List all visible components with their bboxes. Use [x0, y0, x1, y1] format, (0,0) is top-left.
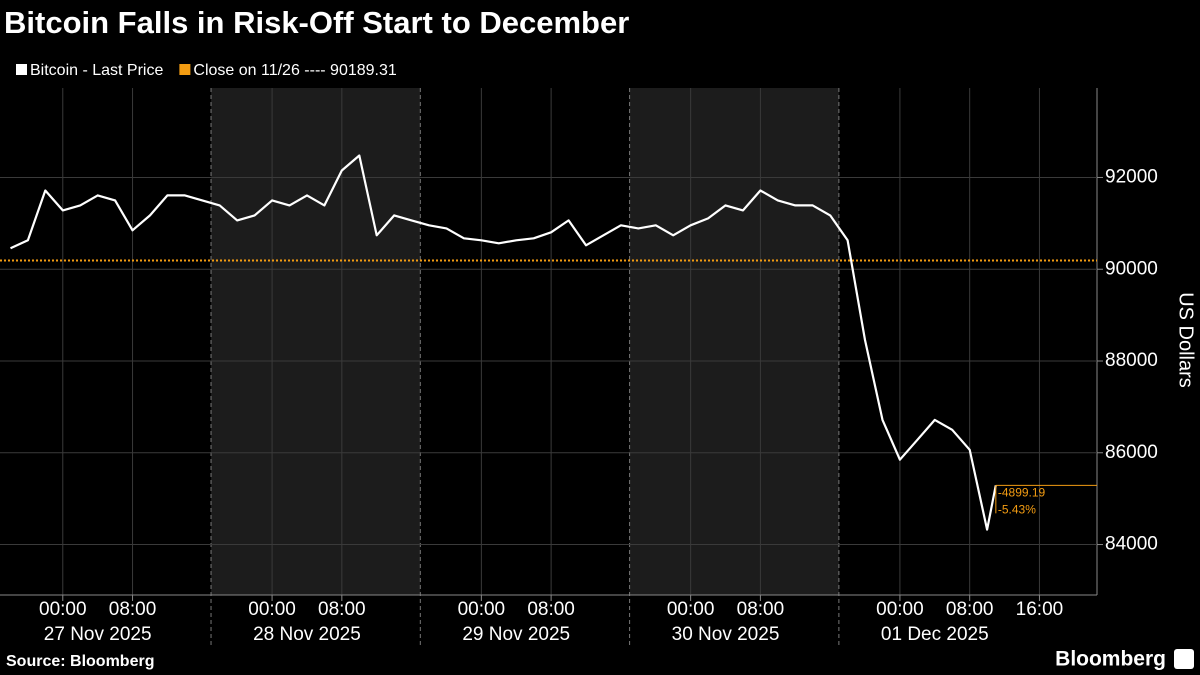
x-tick-label: 16:00 — [1016, 599, 1064, 620]
price-line — [10, 154, 997, 531]
y-tick-label: 88000 — [1105, 350, 1158, 371]
annotation: -5.43% — [998, 503, 1036, 517]
x-tick-label: 00:00 — [248, 599, 296, 620]
annotation: -4899.19 — [998, 486, 1046, 500]
y-tick-label: 84000 — [1105, 534, 1158, 555]
legend-label: Bitcoin - Last Price — [30, 62, 163, 79]
chart-title: Bitcoin Falls in Risk-Off Start to Decem… — [4, 5, 629, 40]
x-tick-label: 08:00 — [109, 599, 157, 620]
shaded-range — [629, 88, 839, 595]
y-tick-label: 92000 — [1105, 166, 1158, 187]
x-tick-label: 00:00 — [667, 599, 715, 620]
y-tick-label: 86000 — [1105, 442, 1158, 463]
x-tick-label: 08:00 — [318, 599, 366, 620]
date-label: 28 Nov 2025 — [253, 624, 361, 645]
date-label: 01 Dec 2025 — [881, 624, 989, 645]
y-tick-label: 90000 — [1105, 258, 1158, 279]
x-tick-label: 00:00 — [39, 599, 87, 620]
legend-swatch — [16, 64, 27, 75]
x-tick-label: 00:00 — [876, 599, 924, 620]
source: Source: Bloomberg — [6, 653, 154, 670]
shaded-range — [211, 88, 421, 595]
date-label: 30 Nov 2025 — [672, 624, 780, 645]
legend-label: Close on 11/26 ---- 90189.31 — [193, 62, 396, 79]
date-label: 29 Nov 2025 — [462, 624, 570, 645]
date-label: 27 Nov 2025 — [44, 624, 152, 645]
brand-icon — [1174, 649, 1194, 669]
x-tick-label: 08:00 — [527, 599, 575, 620]
y-axis-label: US Dollars — [1175, 292, 1197, 388]
x-tick-label: 00:00 — [458, 599, 506, 620]
x-tick-label: 08:00 — [946, 599, 994, 620]
brand: Bloomberg — [1055, 648, 1166, 671]
legend-swatch — [179, 64, 191, 75]
x-tick-label: 08:00 — [737, 599, 785, 620]
